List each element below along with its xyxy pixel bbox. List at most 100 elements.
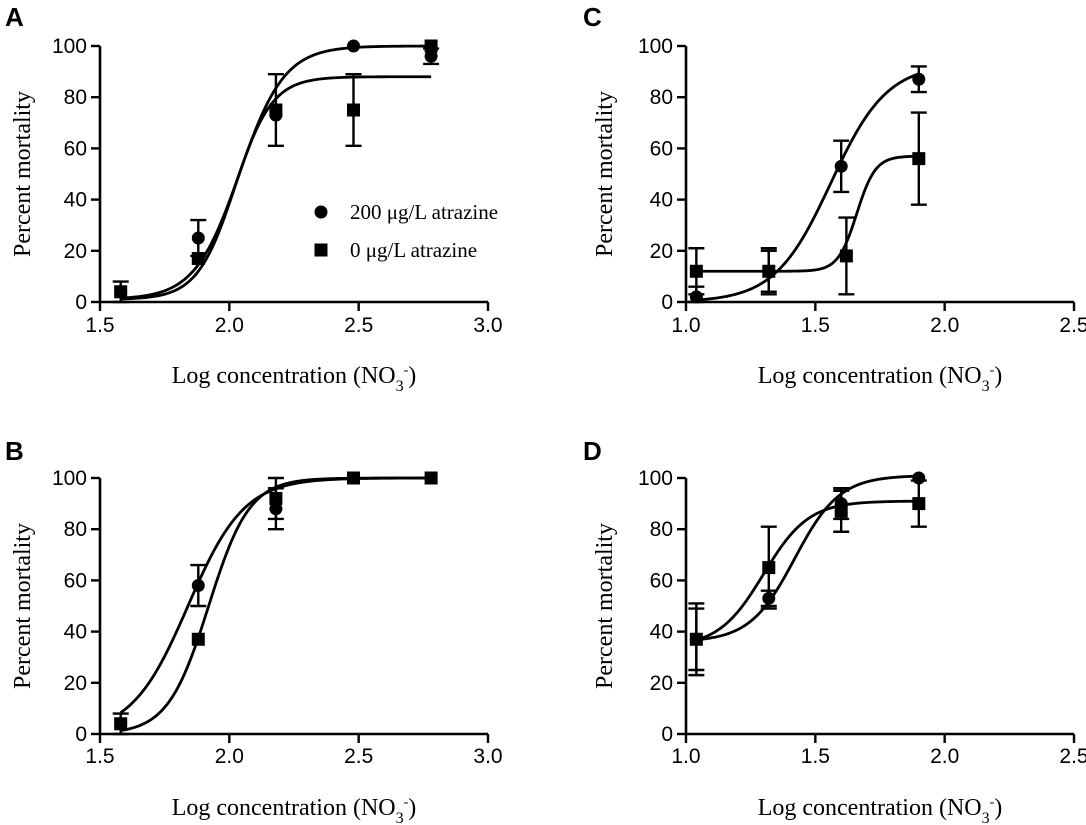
x-axis-title-superscript: -: [990, 795, 995, 810]
data-point-square: [114, 717, 128, 731]
x-tick-label: 1.5: [801, 745, 830, 768]
y-axis-title: Percent mortality: [10, 91, 36, 257]
data-point-circle: [346, 39, 360, 53]
data-point-square: [762, 264, 776, 278]
y-tick-label: 80: [650, 86, 673, 109]
series-0-ug-atrazine: [688, 111, 927, 296]
y-tick-label: 20: [650, 672, 673, 695]
y-tick-label: 60: [650, 137, 673, 160]
y-tick-label: 20: [650, 240, 673, 263]
y-tick-label: 0: [661, 723, 673, 746]
y-tick-label: 40: [64, 189, 87, 212]
panel-letter: C: [583, 2, 602, 32]
data-point-square: [912, 152, 926, 166]
panel-d: D 0 20 40 60 80 100 1.0 1.5 2.0 2.5 Log concentrati…: [583, 436, 1086, 825]
panel-c: C 0 20 40 60 80 100 1.0 1.5 2.0 2.5 Log concentrati…: [583, 2, 1086, 395]
y-axis-title: Percent mortality: [592, 523, 618, 689]
x-tick-label: 1.0: [671, 314, 700, 337]
x-tick-label: 2.0: [215, 745, 244, 768]
data-point-square: [191, 632, 205, 646]
y-tick-label: 0: [75, 723, 87, 746]
data-point-square: [424, 39, 438, 53]
x-tick-label: 2.5: [1059, 745, 1086, 768]
y-tick-label: 20: [64, 672, 87, 695]
y-tick-label: 60: [650, 569, 673, 592]
data-point-circle: [191, 579, 205, 593]
data-point-square: [689, 264, 703, 278]
data-point-square: [114, 285, 128, 299]
x-axis-title: Log concentration (NO3-): [172, 363, 417, 395]
data-point-square: [689, 632, 703, 646]
x-axis-title: Log concentration (NO3-): [758, 363, 1003, 395]
y-tick-label: 0: [661, 291, 673, 314]
fit-curve: [696, 72, 920, 302]
data-point-circle: [912, 72, 926, 86]
legend-label: 0 μg/L atrazine: [350, 238, 477, 262]
data-point-circle: [834, 159, 848, 173]
x-tick-label: 1.5: [801, 314, 830, 337]
y-tick-label: 60: [64, 137, 87, 160]
x-axis-title-superscript: -: [404, 363, 409, 378]
legend: 200 μg/L atrazine 0 μg/L atrazine: [314, 200, 498, 262]
x-axis-title-close: ): [408, 363, 416, 389]
x-tick-label: 1.5: [85, 745, 114, 768]
y-tick-label: 80: [650, 518, 673, 541]
panel-letter: D: [583, 436, 602, 466]
series-0-ug-atrazine: [688, 479, 927, 672]
x-axis-title-main: Log concentration (NO: [172, 363, 396, 389]
x-axis-title-subscript: 3: [982, 810, 990, 825]
x-tick-label: 2.5: [1059, 314, 1086, 337]
series-0-ug-atrazine: [112, 39, 438, 304]
legend-marker-square: [314, 243, 328, 257]
y-tick-label: 100: [638, 35, 673, 58]
x-tick-label: 1.5: [85, 314, 114, 337]
x-axis-title-main: Log concentration (NO: [172, 795, 396, 821]
y-tick-label: 80: [64, 518, 87, 541]
x-axis-title-superscript: -: [404, 795, 409, 810]
x-axis-title: Log concentration (NO3-): [172, 795, 417, 825]
data-point-circle: [191, 231, 205, 245]
x-tick-label: 3.0: [473, 314, 502, 337]
x-tick-label: 1.0: [671, 745, 700, 768]
x-tick-label: 3.0: [473, 745, 502, 768]
data-point-square: [912, 497, 926, 511]
data-point-square: [269, 491, 283, 505]
data-point-square: [269, 103, 283, 117]
x-tick-label: 2.5: [344, 745, 373, 768]
x-axis-title-main: Log concentration (NO: [758, 795, 982, 821]
y-tick-label: 40: [650, 621, 673, 644]
data-point-square: [346, 471, 360, 485]
y-tick-label: 80: [64, 86, 87, 109]
x-axis-title-subscript: 3: [396, 810, 404, 825]
y-tick-label: 40: [64, 621, 87, 644]
data-point-square: [191, 251, 205, 265]
x-axis-title-subscript: 3: [982, 378, 990, 395]
series-200-ug-atrazine: [688, 65, 927, 304]
panel-letter: B: [5, 436, 24, 466]
panel-b: B 0 20 40 60 80 100 1.5 2.0 2.5 3.0 Log concentrati…: [5, 436, 503, 825]
y-tick-label: 100: [638, 467, 673, 490]
x-tick-label: 2.0: [930, 745, 959, 768]
x-axis-title-superscript: -: [990, 363, 995, 378]
legend-marker-circle: [314, 205, 328, 219]
data-point-square: [839, 249, 853, 263]
y-tick-label: 60: [64, 569, 87, 592]
series-0-ug-atrazine: [114, 471, 438, 732]
x-axis-title: Log concentration (NO3-): [758, 795, 1003, 825]
y-axis-title: Percent mortality: [592, 91, 618, 257]
y-tick-label: 20: [64, 240, 87, 263]
x-axis-title-close: ): [994, 795, 1002, 821]
x-tick-label: 2.0: [930, 314, 959, 337]
panel-letter: A: [5, 2, 24, 32]
fit-curve: [696, 474, 919, 642]
x-axis-title-close: ): [408, 795, 416, 821]
y-tick-label: 100: [52, 35, 87, 58]
legend-label: 200 μg/L atrazine: [350, 200, 498, 224]
y-tick-label: 100: [52, 467, 87, 490]
data-point-circle: [424, 49, 438, 63]
fit-curve: [695, 499, 919, 642]
y-tick-label: 40: [650, 189, 673, 212]
data-point-square: [346, 103, 360, 117]
x-tick-label: 2.5: [344, 314, 373, 337]
